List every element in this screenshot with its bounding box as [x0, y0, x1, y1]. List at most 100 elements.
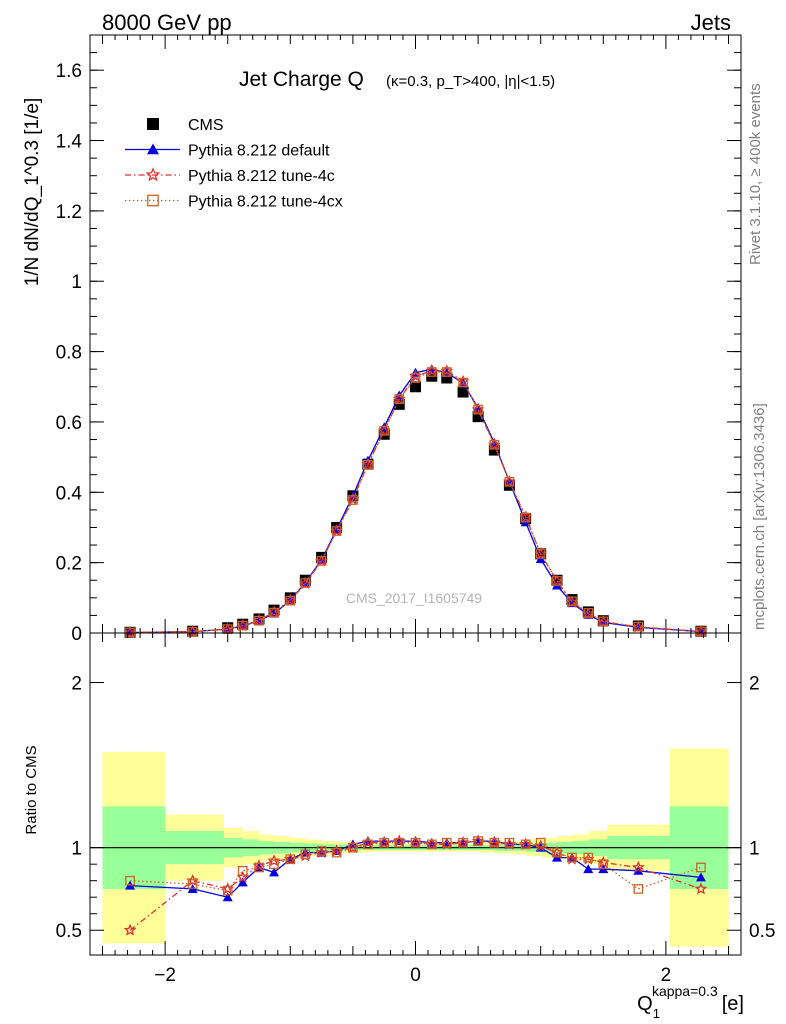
ratio-ytick-label: 1: [71, 839, 82, 860]
x-axis-label: Q1 kappa=0.3[e]: [637, 983, 744, 1021]
ratio-point: [552, 847, 562, 858]
main-point: [410, 373, 421, 383]
main-ytick-label: 0.4: [56, 483, 83, 504]
ratio-point: [504, 837, 515, 848]
ratio-point: [267, 854, 281, 867]
main-point: [567, 596, 577, 607]
ratio-point: [520, 839, 531, 850]
main-point: [696, 626, 706, 637]
main-title-condition: (κ=0.3, p_T>400, |η|<1.5): [386, 73, 555, 90]
ratio-series-pythia-8-212-tune-4cx: [125, 836, 706, 896]
ratio-point: [186, 873, 200, 887]
ratio-point: [426, 839, 437, 850]
main-point: [187, 626, 198, 637]
main-point: [348, 495, 358, 505]
ratio-point: [583, 864, 594, 874]
main-point: [269, 607, 279, 618]
ratio-point: [696, 862, 706, 873]
main-point: [316, 556, 327, 566]
ratio-series-line: [129, 840, 702, 931]
ratio-point: [222, 885, 233, 896]
main-panel: 0 0.2 0.4 0.6 0.8 1 1.2 1.4 1.6: [56, 34, 741, 645]
main-point: [331, 526, 342, 536]
legend: CMS Pythia 8.212 default Pythia 8.212 tune…: [125, 117, 343, 211]
ratio-point: [269, 867, 280, 877]
main-point: [379, 425, 390, 436]
ratio-ytick-label-right: 2: [749, 674, 760, 695]
ratio-point: [187, 879, 198, 889]
main-point: [488, 444, 500, 456]
ratio-ytick-label: 2: [71, 674, 82, 695]
ratio-point: [363, 839, 373, 850]
main-point: [472, 411, 484, 423]
ratio-ylabel: Ratio to CMS: [23, 745, 40, 834]
rivet-label: Rivet 3.1.10, ≥ 400k events: [747, 83, 764, 265]
header-right: Jets: [691, 10, 731, 35]
ratio-xtick-label: 0: [410, 965, 421, 986]
main-point: [633, 621, 644, 632]
main-ytick-label: 1: [71, 272, 82, 293]
main-ytick-label: 1.4: [56, 132, 83, 153]
main-point: [458, 377, 468, 388]
main-point: [410, 381, 421, 393]
main-point: [552, 576, 562, 586]
main-ytick-label: 1.2: [56, 202, 82, 223]
header-left: 8000 GeV pp: [102, 10, 232, 35]
legend-item: Pythia 8.212 default: [125, 143, 330, 160]
ratio-point: [394, 837, 405, 848]
main-point: [394, 394, 405, 404]
legend-item: Pythia 8.212 tune-4cx: [125, 194, 343, 211]
ratio-xtick-label: 2: [661, 965, 672, 986]
ratio-panel-frame: [89, 632, 742, 956]
main-ytick-label: 0.2: [56, 554, 82, 575]
x-axis-sup: kappa=0.3: [652, 983, 718, 999]
legend-marker: [147, 118, 159, 130]
main-point: [551, 574, 563, 586]
ratio-point: [348, 842, 358, 853]
legend-marker: [147, 143, 159, 155]
ratio-point: [567, 852, 577, 863]
ratio-point: [300, 849, 311, 860]
legend-label: Pythia 8.212 default: [188, 143, 330, 160]
ratio-point: [535, 837, 546, 848]
main-point: [441, 372, 453, 384]
main-point: [489, 439, 500, 450]
main-point: [598, 616, 609, 627]
ratio-panel: 0.5 0.5 1 1 2 2 −2 0 2: [56, 633, 775, 986]
main-ylabel: 1/N dN/dQ_1^0.3 [1/e]: [22, 98, 43, 286]
ratio-ytick-label: 0.5: [56, 921, 82, 942]
legend-label: Pythia 8.212 tune-4c: [188, 168, 335, 185]
main-point: [254, 615, 264, 626]
ratio-point: [473, 836, 483, 846]
ratio-ytick-label-right: 0.5: [749, 921, 775, 942]
x-axis-sub: 1: [653, 1006, 660, 1021]
ratio-point: [633, 884, 644, 894]
main-point: [535, 549, 546, 559]
ratio-point: [269, 859, 279, 870]
ratio-point: [123, 923, 137, 936]
ratio-xtick-label: −2: [154, 965, 176, 986]
ratio-point: [694, 882, 708, 895]
ratio-point: [379, 837, 390, 848]
legend-marker: [147, 194, 159, 207]
main-point: [473, 404, 483, 415]
ratio-point: [489, 837, 500, 848]
main-series-pythia-8-212-tune-4cx: [125, 367, 706, 638]
main-point: [393, 398, 405, 410]
ratio-point: [331, 847, 342, 858]
legend-item: CMS: [147, 117, 224, 134]
main-point: [583, 608, 594, 618]
ratio-point: [237, 877, 248, 887]
main-point: [457, 386, 469, 398]
legend-label: Pythia 8.212 tune-4cx: [188, 194, 343, 211]
ratio-point: [237, 865, 248, 876]
main-ytick-label: 0.8: [56, 343, 82, 364]
main-title-text: Jet Charge Q: [239, 68, 364, 91]
x-axis-label-text: Q1 kappa=0.3[e]: [637, 983, 744, 1021]
ratio-point: [254, 862, 264, 873]
ratio-point: [695, 872, 706, 882]
x-axis-q: Q: [637, 993, 653, 1015]
main-point: [237, 620, 248, 631]
ratio-point: [583, 852, 594, 863]
